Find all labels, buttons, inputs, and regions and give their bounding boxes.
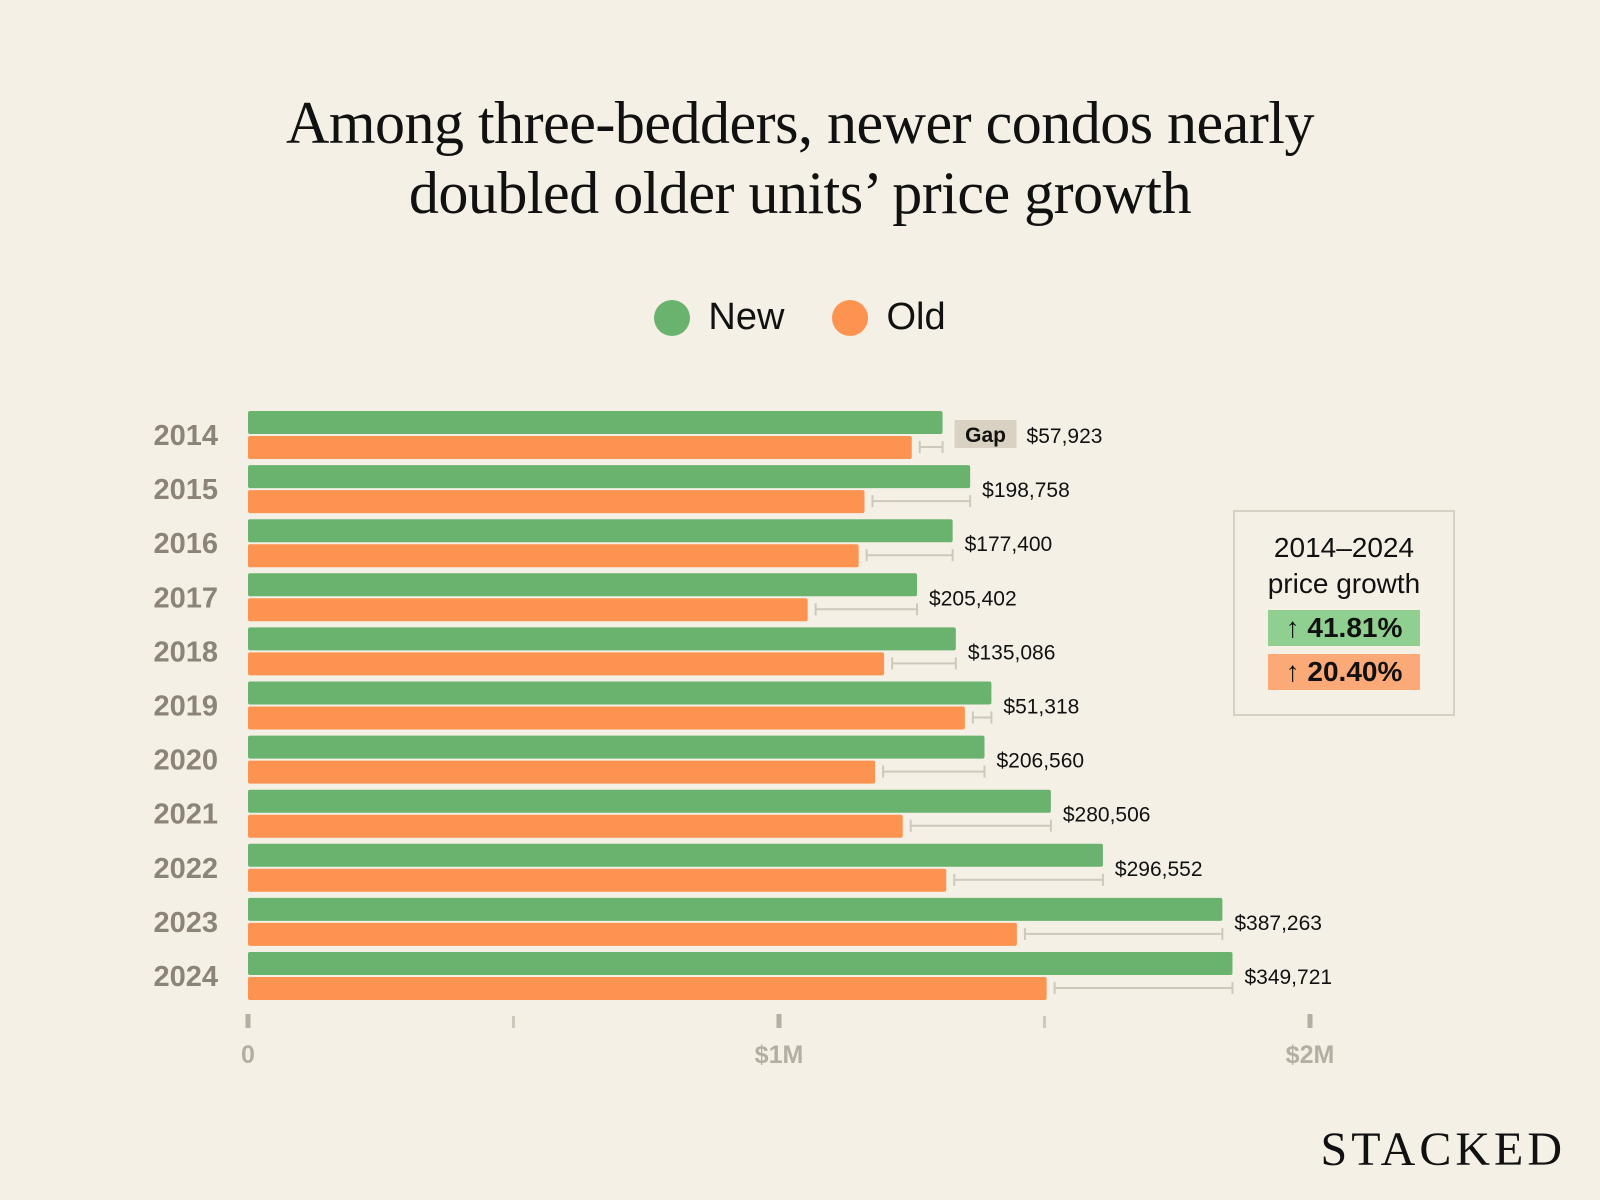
legend: New Old <box>0 296 1600 339</box>
bar-old <box>248 922 1017 946</box>
bar-new <box>248 735 985 759</box>
bar-new <box>248 897 1223 921</box>
year-label: 2024 <box>153 961 218 993</box>
year-label: 2022 <box>153 853 218 885</box>
year-label: 2023 <box>153 907 218 939</box>
bar-old <box>248 436 912 459</box>
year-label: 2014 <box>153 420 218 452</box>
year-label: 2016 <box>153 528 218 560</box>
title-line-2: doubled older units’ price growth <box>408 160 1192 226</box>
year-label: 2018 <box>153 636 218 668</box>
legend-label-old: Old <box>886 296 946 338</box>
gap-tag-bg <box>954 420 1017 448</box>
legend-swatch-old <box>832 299 869 336</box>
gap-tag: Gap <box>965 424 1006 447</box>
legend-item-old: Old <box>832 296 946 339</box>
gap-value-label: $387,263 <box>1234 912 1322 935</box>
x-tick-label: $2M <box>1286 1041 1335 1069</box>
growth-period: 2014–2024 <box>1273 532 1415 563</box>
year-label: 2020 <box>153 745 218 777</box>
new-growth-badge: ↑ 41.81% <box>1268 610 1420 646</box>
bar-new <box>248 952 1233 975</box>
x-tick-label: 0 <box>241 1041 255 1069</box>
gap-value-label: $205,402 <box>929 587 1017 610</box>
gap-value-label: $280,506 <box>1063 804 1151 827</box>
bar-new <box>248 573 918 597</box>
growth-caption: price growth <box>1267 568 1421 599</box>
bar-new <box>248 465 971 489</box>
year-label: 2017 <box>153 582 218 614</box>
growth-summary-box: 2014–2024 price growth ↑ 41.81% ↑ 20.40% <box>1233 510 1455 716</box>
bar-new <box>248 789 1051 813</box>
legend-item-new: New <box>654 296 784 339</box>
gap-value-label: $135,086 <box>968 641 1056 664</box>
bar-old <box>248 814 903 838</box>
gap-value-label: $51,318 <box>1003 696 1079 719</box>
bar-new <box>248 843 1103 867</box>
bar-new <box>248 519 953 543</box>
bar-old <box>248 760 876 784</box>
bar-old <box>248 868 947 892</box>
bar-new <box>248 681 992 705</box>
x-tick-label: $1M <box>755 1041 804 1069</box>
stacked-logo: STACKED <box>1320 1123 1566 1176</box>
chart-title: Among three-bedders, newer condos nearly… <box>0 88 1600 228</box>
legend-swatch-new <box>654 299 691 336</box>
year-label: 2021 <box>153 799 218 831</box>
gap-value-label: $349,721 <box>1244 966 1332 989</box>
bar-old <box>248 598 808 622</box>
bar-new <box>248 627 956 651</box>
year-label: 2019 <box>153 691 218 723</box>
bar-old <box>248 490 865 514</box>
old-growth-badge: ↑ 20.40% <box>1268 654 1420 690</box>
bar-new <box>248 411 943 434</box>
bar-old <box>248 652 885 676</box>
gap-value-label: $296,552 <box>1115 858 1203 881</box>
gap-value-label: $206,560 <box>996 750 1084 773</box>
gap-value-label: $198,758 <box>982 479 1070 502</box>
title-line-1: Among three-bedders, newer condos nearly <box>286 90 1314 156</box>
bar-old <box>248 544 859 568</box>
gap-value-label: $57,923 <box>1027 425 1103 448</box>
gap-value-label: $177,400 <box>965 533 1053 556</box>
bar-old <box>248 977 1047 1000</box>
year-label: 2015 <box>153 474 218 506</box>
legend-label-new: New <box>708 296 785 338</box>
bar-old <box>248 706 965 730</box>
